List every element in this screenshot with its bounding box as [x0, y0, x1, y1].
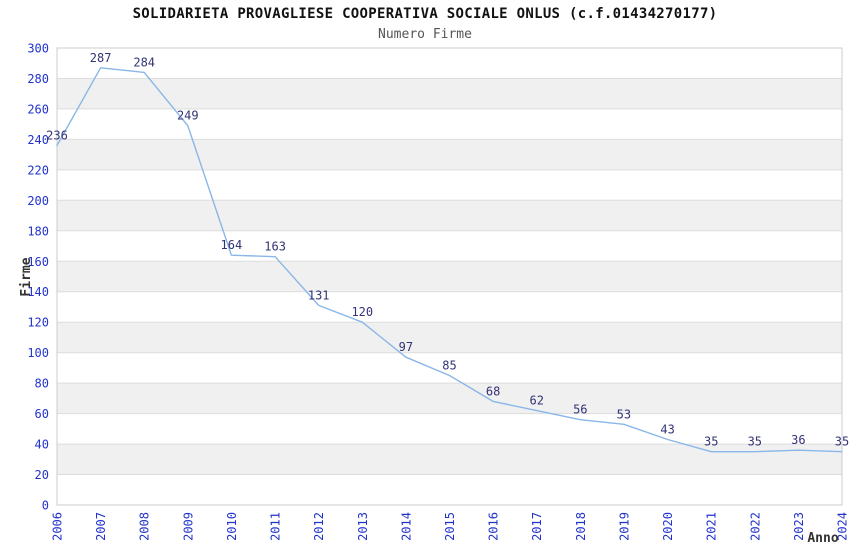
- y-tick-label: 140: [27, 285, 49, 299]
- y-tick-label: 20: [35, 468, 49, 482]
- x-axis-ticks: 2006 2007 2008 2009 2010 2011 2012 2013 2014 2015…: [51, 512, 850, 541]
- y-tick-label: 260: [27, 102, 49, 116]
- x-tick-label: 2021: [705, 512, 719, 541]
- point-label: 249: [177, 109, 199, 123]
- y-tick-label: 40: [35, 438, 49, 452]
- y-tick-label: 120: [27, 316, 49, 330]
- point-label: 236: [46, 129, 68, 143]
- point-label: 284: [133, 55, 155, 69]
- y-tick-label: 300: [27, 42, 49, 56]
- point-label: 131: [308, 288, 330, 302]
- x-axis-title: Anno: [807, 531, 838, 546]
- y-axis-title: Firme: [19, 257, 34, 296]
- y-tick-label: 160: [27, 255, 49, 269]
- x-tick-label: 2013: [356, 512, 370, 541]
- point-label: 56: [573, 403, 587, 417]
- point-label: 164: [221, 238, 243, 252]
- point-label: 35: [704, 435, 718, 449]
- x-tick-label: 2015: [443, 512, 457, 541]
- x-tick-label: 2010: [225, 512, 239, 541]
- y-axis-ticks: 0 20 40 60 80 100 120 140 160 180 200 220 240 260 280 3…: [27, 42, 49, 513]
- point-label: 68: [486, 384, 500, 398]
- y-tick-label: 280: [27, 72, 49, 86]
- x-tick-label: 2011: [269, 512, 283, 541]
- x-tick-label: 2020: [661, 512, 675, 541]
- x-tick-label: 2012: [312, 512, 326, 541]
- point-label: 53: [617, 407, 631, 421]
- point-label: 43: [660, 423, 674, 437]
- x-tick-label: 2024: [836, 512, 850, 541]
- y-tick-label: 0: [42, 499, 49, 513]
- point-label: 35: [835, 435, 849, 449]
- x-tick-label: 2008: [138, 512, 152, 541]
- x-tick-label: 2009: [181, 512, 195, 541]
- point-label: 97: [399, 340, 413, 354]
- point-label: 35: [748, 435, 762, 449]
- point-label: 36: [791, 433, 805, 447]
- y-tick-label: 220: [27, 163, 49, 177]
- y-tick-label: 180: [27, 224, 49, 238]
- plot-border: [56, 47, 843, 506]
- y-tick-label: 60: [35, 407, 49, 421]
- y-tick-label: 240: [27, 133, 49, 147]
- x-tick-label: 2017: [530, 512, 544, 541]
- y-tick-label: 200: [27, 194, 49, 208]
- x-tick-label: 2006: [51, 512, 65, 541]
- chart-subtitle: Numero Firme: [378, 27, 472, 42]
- point-label: 120: [351, 305, 373, 319]
- x-tick-label: 2016: [487, 512, 501, 541]
- x-tick-label: 2023: [792, 512, 806, 541]
- plot-bands: [57, 78, 842, 475]
- data-labels: 236 287 284 249 164 163 131 120 97 85 68 62 56 53 43 35…: [46, 51, 849, 449]
- gridlines: [57, 47, 842, 506]
- point-label: 287: [90, 51, 112, 65]
- y-tick-label: 80: [35, 377, 49, 391]
- point-label: 163: [264, 240, 286, 254]
- x-tick-label: 2014: [399, 512, 413, 541]
- point-label: 62: [529, 394, 543, 408]
- x-tick-label: 2007: [94, 512, 108, 541]
- chart-title: SOLIDARIETA PROVAGLIESE COOPERATIVA SOCI…: [132, 6, 718, 22]
- point-label: 85: [442, 359, 456, 373]
- x-tick-label: 2018: [574, 512, 588, 541]
- data-line: [56, 67, 843, 453]
- x-tick-label: 2022: [748, 512, 762, 541]
- x-tick-label: 2019: [617, 512, 631, 541]
- y-tick-label: 100: [27, 346, 49, 360]
